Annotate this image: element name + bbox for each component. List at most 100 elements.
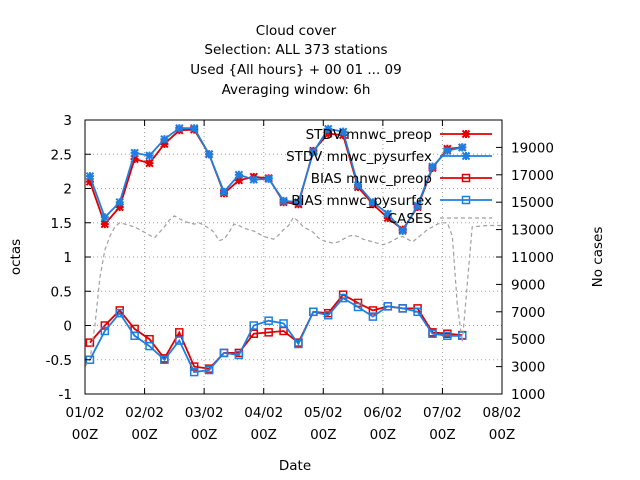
series-1-point-0	[85, 171, 95, 181]
legend-label-3: BIAS mnwc_pysurfex	[291, 193, 432, 209]
series-1-point-18	[353, 180, 363, 190]
series-0-point-2	[115, 202, 124, 212]
legend-marker-1	[461, 151, 471, 161]
x-tick-date-1: 02/02	[125, 405, 164, 421]
series-1-point-6	[175, 124, 184, 133]
series-1-point-19	[368, 197, 378, 207]
series-1-point-17	[338, 127, 348, 136]
legend-label-2: BIAS mnwc_preop	[311, 171, 432, 187]
title-line-1: Cloud cover	[256, 23, 337, 39]
title-line-2: Selection: ALL 373 stations	[204, 42, 387, 58]
series-3-point-2	[115, 308, 124, 318]
series-layer	[84, 124, 502, 377]
series-3-point-18	[353, 302, 363, 312]
series-0-point-20	[383, 213, 393, 223]
series-3-point-3	[130, 331, 139, 341]
series-2-point-12	[264, 328, 273, 337]
series-1-point-1	[100, 213, 110, 222]
series-0-point-10	[234, 176, 244, 185]
series-3-point-4	[145, 341, 154, 351]
series-0-point-0	[85, 177, 95, 186]
y-axis-label: octas	[8, 239, 24, 275]
series-3-point-14	[294, 339, 303, 349]
series-3-point-13	[279, 319, 288, 328]
series-0-point-4	[145, 158, 154, 168]
y2-tick-label-9: 19000	[511, 140, 554, 156]
series-1-point-16	[324, 124, 333, 134]
series-3-point-1	[100, 326, 110, 336]
series-3-point-22	[413, 307, 422, 317]
series-1-point-15	[309, 147, 318, 157]
y-tick-label-2: 0	[63, 319, 72, 335]
series-1-point-3	[130, 148, 139, 158]
series-3-point-23	[428, 329, 437, 338]
series-1-point-2	[115, 197, 124, 207]
x-tick-date-3: 04/02	[244, 405, 283, 421]
series-3-line	[89, 296, 463, 374]
series-1-point-13	[279, 196, 288, 206]
y-tick-label-0: -1	[59, 387, 72, 403]
x-tick-hour-0: 00Z	[72, 427, 98, 443]
y-tick-label-7: 2.5	[51, 147, 72, 163]
y2-axis-label: No cases	[590, 227, 606, 288]
series-1-point-23	[428, 162, 437, 171]
tick-labels: -1 -0.5 0 0.5 1 1.5 2 2.5 3 1000 3000 5000 7000 9000 1…	[46, 113, 554, 443]
series-1-point-9	[219, 187, 229, 197]
series-1-point-7	[189, 124, 199, 133]
x-tick-date-4: 05/02	[304, 405, 343, 421]
series-3-point-9	[219, 348, 229, 358]
x-tick-hour-7: 00Z	[489, 427, 515, 443]
legend-marker-2	[461, 173, 471, 183]
series-3-point-17	[338, 293, 348, 303]
series-3-point-16	[323, 310, 333, 320]
series-1-point-5	[160, 134, 169, 144]
series-1-point-8	[204, 150, 214, 159]
series-3	[85, 293, 467, 377]
y-tick-label-3: 0.5	[51, 284, 72, 300]
chart-title: Cloud cover Selection: ALL 373 stations …	[190, 23, 401, 98]
legend-label-4: CASES	[388, 211, 432, 227]
series-3-point-5	[160, 355, 169, 364]
y2-tick-label-3: 7000	[511, 305, 545, 321]
x-tick-date-7: 08/02	[483, 405, 522, 421]
series-4-line	[84, 215, 502, 367]
series-1-point-10	[234, 170, 244, 180]
series-1-point-20	[383, 209, 393, 219]
series-1-point-22	[413, 201, 422, 210]
series-3-point-7	[189, 367, 199, 377]
legend-marker-3	[461, 195, 471, 205]
legend: STDV mnwc_preop STDV mnwc_pysurfex BIAS mn…	[286, 127, 492, 227]
y2-tick-label-8: 17000	[511, 168, 554, 184]
series-2-point-0	[85, 338, 95, 347]
x-tick-date-0: 01/02	[66, 405, 105, 421]
series-3-point-12	[264, 316, 273, 325]
x-tick-hour-6: 00Z	[429, 427, 455, 443]
y2-tick-label-5: 11000	[511, 250, 554, 266]
series-1-point-24	[443, 146, 452, 156]
y2-tick-label-6: 13000	[511, 223, 554, 239]
series-0-point-1	[100, 219, 110, 229]
y-tick-label-4: 1	[63, 250, 72, 266]
series-3-point-10	[234, 350, 244, 360]
x-tick-hour-3: 00Z	[250, 427, 276, 443]
y-tick-label-1: -0.5	[46, 353, 72, 369]
series-0-point-16	[324, 129, 333, 138]
series-1-point-4	[145, 151, 154, 160]
legend-label-0: STDV mnwc_preop	[306, 127, 432, 143]
series-2-point-6	[175, 328, 184, 337]
series-3-point-6	[175, 336, 184, 345]
series-1	[85, 124, 467, 236]
y2-tick-label-4: 9000	[511, 277, 545, 293]
plot-frame	[84, 119, 503, 395]
y-tick-label-6: 2	[63, 182, 72, 198]
series-1-point-21	[398, 226, 407, 236]
series-1-point-14	[294, 197, 303, 207]
x-tick-hour-5: 00Z	[370, 427, 396, 443]
series-4	[84, 215, 502, 367]
x-tick-hour-4: 00Z	[310, 427, 336, 443]
x-tick-date-6: 07/02	[423, 405, 462, 421]
series-3-point-24	[443, 331, 452, 341]
title-line-4: Averaging window: 6h	[222, 82, 371, 98]
grid	[84, 119, 503, 395]
